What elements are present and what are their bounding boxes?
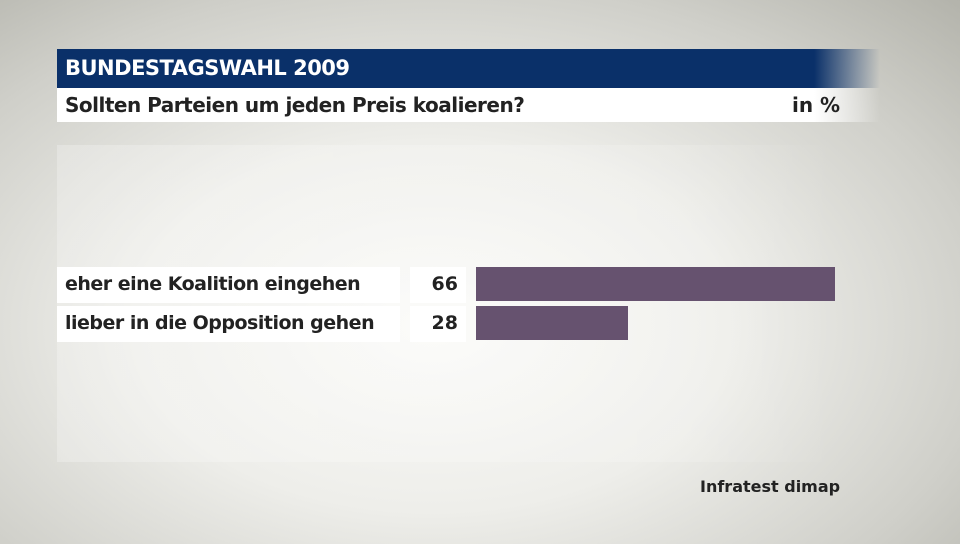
category-label: lieber in die Opposition gehen [65, 312, 375, 334]
value-label: 66 [431, 273, 458, 295]
bar [476, 267, 836, 301]
bar [476, 306, 629, 340]
source-label: Infratest dimap [700, 477, 841, 496]
header-title: BUNDESTAGSWAHL 2009 [65, 56, 350, 80]
header-band: BUNDESTAGSWAHL 2009 [57, 49, 880, 88]
unit-label: in % [792, 93, 841, 117]
category-label: eher eine Koalition eingehen [65, 273, 361, 295]
question: Sollten Parteien um jeden Preis koaliere… [65, 93, 525, 117]
subtitle-band: Sollten Parteien um jeden Preis koaliere… [57, 88, 880, 122]
value-label: 28 [431, 312, 458, 334]
chart-panel [57, 145, 837, 462]
